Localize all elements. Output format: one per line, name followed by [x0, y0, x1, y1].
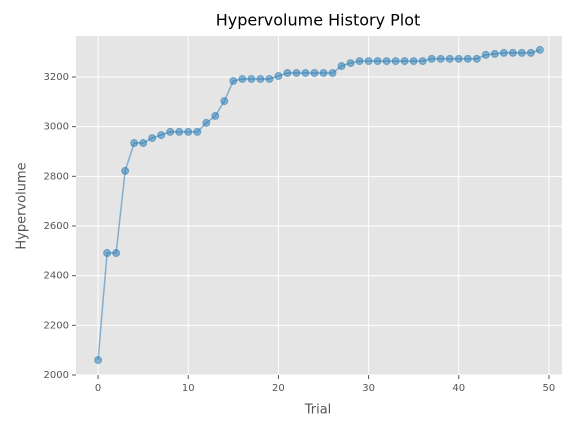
y-tick-label: 2000: [44, 370, 69, 381]
x-tick-label: 20: [272, 383, 285, 394]
point: [238, 74, 247, 83]
point: [121, 166, 130, 175]
point: [508, 48, 517, 57]
point: [157, 131, 166, 140]
x-tick-label: 50: [543, 383, 556, 394]
point: [94, 356, 103, 365]
x-tick-label: 30: [362, 383, 375, 394]
point: [247, 74, 256, 83]
x-tick-label: 0: [95, 383, 101, 394]
point: [139, 139, 148, 148]
point: [211, 111, 220, 120]
point: [148, 134, 157, 143]
point: [490, 49, 499, 58]
point: [202, 118, 211, 127]
point: [229, 76, 238, 85]
point: [274, 71, 283, 80]
point: [391, 57, 400, 66]
point: [463, 54, 472, 63]
point: [472, 54, 481, 63]
point: [175, 127, 184, 136]
point: [400, 57, 409, 66]
point: [346, 59, 355, 68]
y-tick-label: 2800: [44, 171, 69, 182]
point: [337, 62, 346, 71]
point: [265, 74, 274, 83]
point: [103, 249, 112, 258]
x-axis-label: Trial: [304, 403, 332, 418]
plot-area: [76, 36, 562, 375]
y-tick-label: 2600: [44, 221, 69, 232]
point: [481, 50, 490, 59]
point: [166, 127, 175, 136]
point: [355, 57, 364, 66]
y-tick-label: 3200: [44, 72, 69, 83]
point: [445, 54, 454, 63]
y-tick-label: 3000: [44, 122, 69, 133]
point: [364, 57, 373, 66]
point: [409, 57, 418, 66]
y-tick-label: 2400: [44, 271, 69, 282]
point: [220, 97, 229, 106]
y-axis-label: Hypervolume: [15, 162, 30, 249]
point: [436, 54, 445, 63]
point: [454, 54, 463, 63]
point: [130, 139, 139, 148]
point: [526, 48, 535, 57]
point: [193, 127, 202, 136]
x-tick-label: 40: [452, 383, 465, 394]
point: [256, 74, 265, 83]
point: [283, 69, 292, 78]
point: [319, 69, 328, 78]
point: [382, 57, 391, 66]
point: [301, 69, 310, 78]
point: [184, 127, 193, 136]
point: [427, 54, 436, 63]
chart-title: Hypervolume History Plot: [216, 11, 421, 30]
point: [418, 57, 427, 66]
point: [328, 69, 337, 78]
point: [499, 48, 508, 57]
x-tick-label: 10: [182, 383, 195, 394]
point: [292, 69, 301, 78]
point: [310, 69, 319, 78]
point: [517, 48, 526, 57]
y-tick-label: 2200: [44, 320, 69, 331]
point: [112, 249, 121, 258]
point: [535, 45, 544, 54]
point: [373, 57, 382, 66]
